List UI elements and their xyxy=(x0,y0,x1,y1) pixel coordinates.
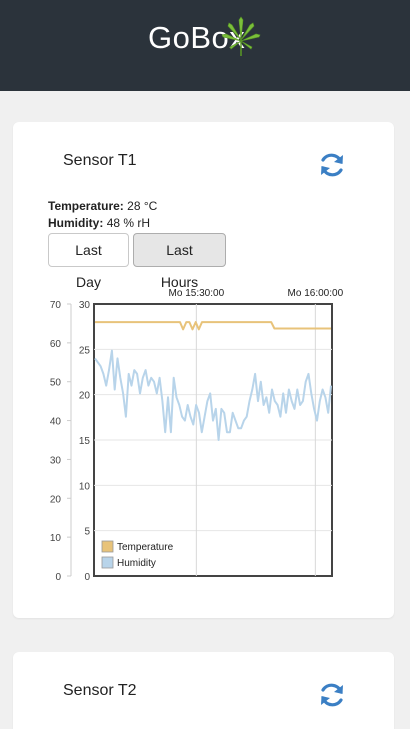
y-left-tick-label: 60 xyxy=(50,339,62,350)
y-left-tick-label: 40 xyxy=(50,417,62,428)
y-right-tick-label: 10 xyxy=(79,481,91,492)
humidity-value: 48 % rH xyxy=(106,216,151,230)
sensor-title: Sensor T2 xyxy=(63,682,137,699)
y-left-tick-label: 70 xyxy=(50,300,62,311)
y-left-tick-label: 0 xyxy=(55,572,61,583)
temperature-value: 28 °C xyxy=(127,199,158,213)
y-left-tick-label: 20 xyxy=(50,494,62,505)
temperature-label: Temperature: xyxy=(48,199,124,213)
y-right-tick-label: 30 xyxy=(79,300,91,311)
last-day-button[interactable]: Last Day xyxy=(48,233,129,290)
y-right-tick-label: 25 xyxy=(79,345,91,356)
legend-label: Temperature xyxy=(117,542,174,553)
y-right-tick-label: 0 xyxy=(84,572,90,583)
y-right-tick-label: 20 xyxy=(79,391,91,402)
temperature-reading: Temperature: 28 °C xyxy=(48,199,157,213)
series-line-temperature xyxy=(95,321,331,331)
y-right-tick-label: 5 xyxy=(84,527,90,538)
app-header: GoBox xyxy=(0,0,410,91)
humidity-reading: Humidity: 48 % rH xyxy=(48,216,150,230)
y-left-tick-label: 10 xyxy=(50,533,62,544)
y-left-tick-label: 30 xyxy=(50,455,62,466)
legend-label: Humidity xyxy=(117,558,156,569)
refresh-icon[interactable] xyxy=(318,681,346,709)
y-right-tick-label: 15 xyxy=(79,436,91,447)
humidity-label: Humidity: xyxy=(48,216,104,230)
sensor-card: Sensor T2 xyxy=(13,652,394,729)
refresh-icon[interactable] xyxy=(318,151,346,179)
x-tick-label: Mo 16:00:00 xyxy=(288,288,344,299)
x-tick-label: Mo 15:30:00 xyxy=(169,288,225,299)
sensor-title: Sensor T1 xyxy=(63,152,137,169)
sensor-card: Sensor T1 Temperature: 28 °C Humidity: 4… xyxy=(13,122,394,618)
last-hours-button[interactable]: Last Hours xyxy=(133,233,226,290)
cannabis-leaf-icon xyxy=(221,16,261,56)
sensor-chart: 0 10 20 30 40 50 60 70 0 5 10 15 20 25 30 Mo 15:30:00… xyxy=(50,288,344,583)
legend-swatch xyxy=(101,540,114,553)
series-line-humidity xyxy=(94,349,332,441)
legend-swatch xyxy=(101,556,114,569)
y-left-tick-label: 50 xyxy=(50,378,62,389)
